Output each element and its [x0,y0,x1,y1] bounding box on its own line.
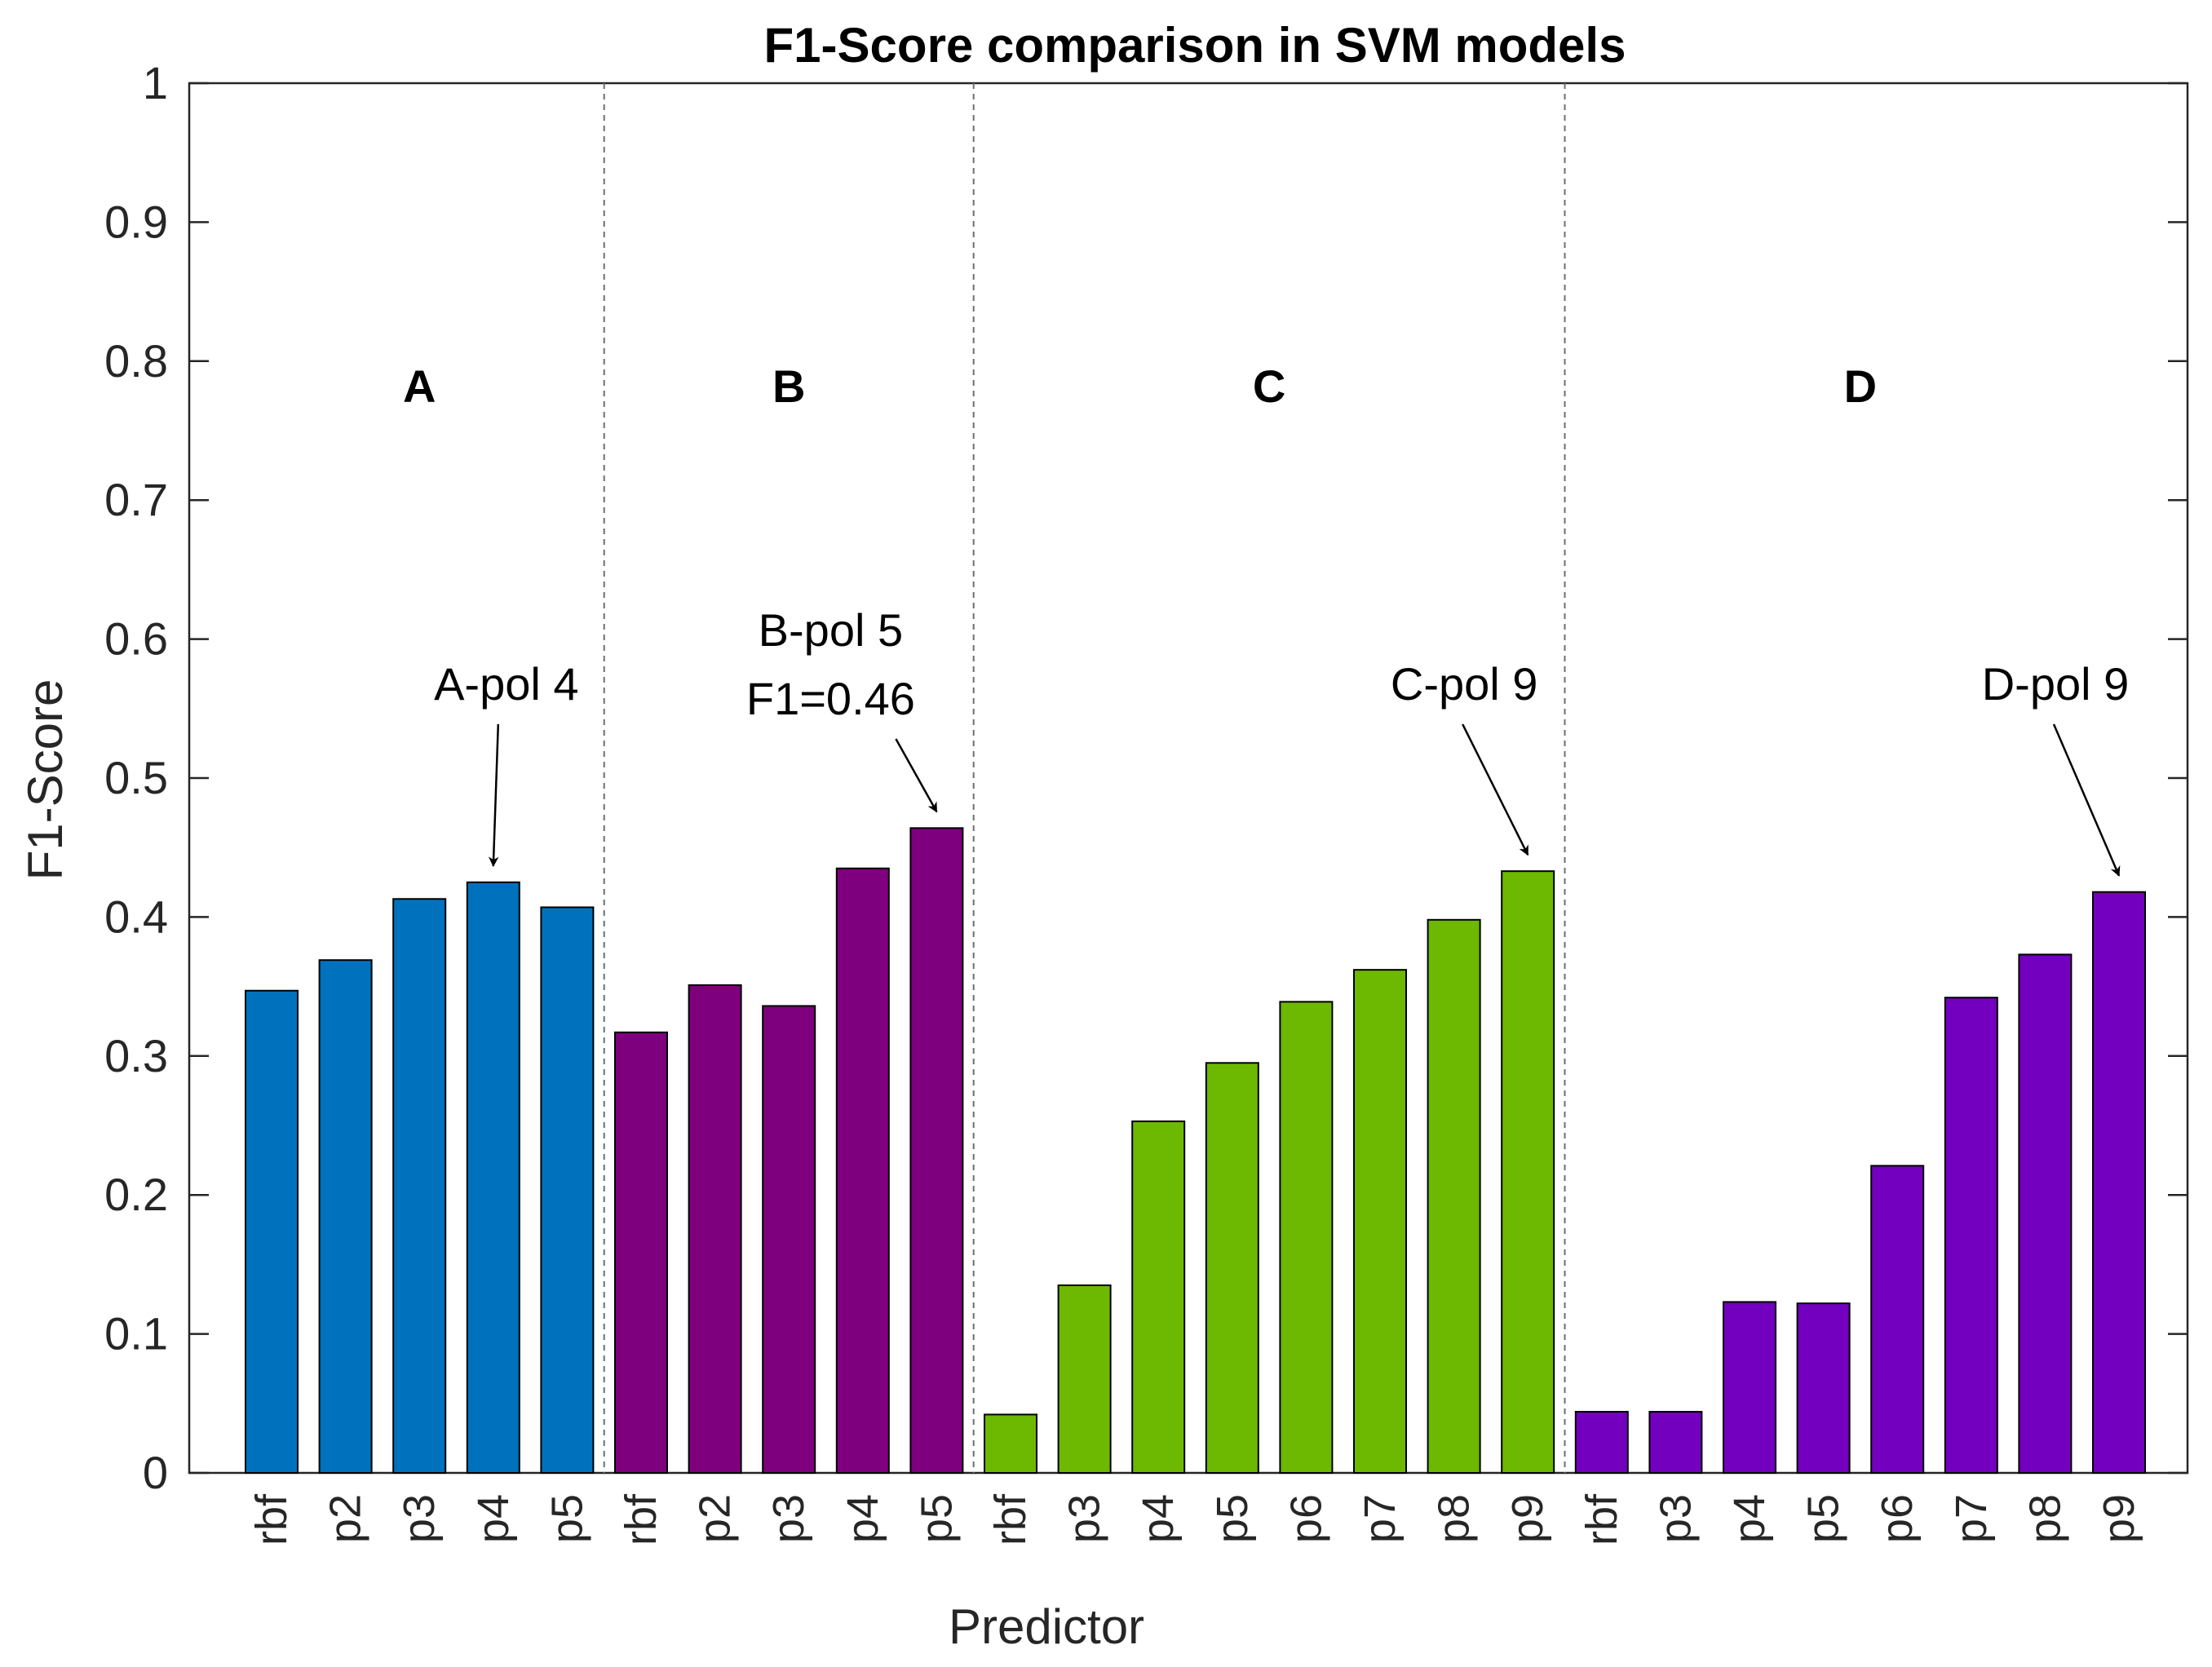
bar [1648,1411,1703,1475]
bar [245,989,299,1475]
bar [1353,969,1407,1474]
x-tick-label: p2 [321,1494,370,1543]
x-tick-label: p3 [764,1494,813,1543]
bar [835,867,890,1474]
bar [1723,1301,1776,1474]
annotation: C-pol 9 [1391,658,1538,856]
annotation-text: D-pol 9 [1982,658,2130,710]
annotation-arrow [1462,723,1529,856]
x-tick-label: p4 [1725,1494,1774,1543]
y-tick-label: 0.7 [104,474,168,525]
annotation-arrow [2052,723,2121,877]
bar [1057,1284,1112,1474]
bar [1574,1411,1629,1475]
x-tick-label: p4 [469,1494,518,1543]
x-tick-label: p5 [912,1494,961,1543]
annotation: B-pol 5 F1=0.46 [746,604,938,813]
x-tick-label: rbf [986,1493,1035,1545]
x-tick-label: rbf [617,1493,666,1545]
x-tick-label: p3 [395,1494,444,1543]
annotation: A-pol 4 [434,658,579,868]
group-separators [603,83,1566,1473]
y-tick-label: 0.2 [104,1169,168,1220]
x-tick-label: p6 [1873,1494,1922,1543]
bars [245,827,2146,1475]
x-tick-label: p6 [1281,1494,1330,1543]
x-tick-label: p4 [838,1494,887,1543]
annotation-arrow [895,738,938,813]
x-tick-label: p4 [1134,1494,1183,1543]
y-tick-label: 0.6 [104,613,168,665]
y-axis: 0 0.1 0.2 0.3 0.4 0.5 0.6 0.7 0.8 0.9 1 [104,57,2188,1498]
bar [688,984,742,1474]
x-tick-label: p3 [1060,1494,1109,1543]
x-tick-label: p7 [1947,1494,1996,1543]
y-tick-label: 0.8 [104,335,168,387]
x-tick-label: p7 [1356,1494,1405,1543]
bar [1501,870,1555,1474]
x-tick-label: p9 [2095,1494,2143,1543]
annotation-text: A-pol 4 [434,658,578,710]
y-tick-label: 0.3 [104,1030,168,1081]
y-tick-label: 0.4 [104,891,168,942]
y-tick-label: 0.5 [104,752,168,803]
bar [1796,1302,1851,1475]
y-tick-label: 0.1 [104,1308,168,1360]
bar [1131,1120,1186,1474]
y-tick-label: 0.9 [104,196,168,247]
bar [392,898,447,1475]
bar [2018,953,2073,1474]
bar [1870,1165,1925,1475]
y-tick-label: 1 [143,57,168,108]
x-tick-label: p8 [2020,1494,2069,1543]
group-label: B [772,360,805,412]
annotations: A-pol 4 B-pol 5 F1=0.46 C-pol 9 D-pol 9 [434,604,2130,877]
group-label: D [1844,360,1877,412]
bar [762,1005,816,1475]
bar [540,906,595,1475]
x-axis-label: Predictor [949,1599,1144,1654]
bar [2092,891,2146,1474]
bar [909,827,964,1474]
y-tick-label: 0 [143,1447,168,1498]
bar [318,959,373,1474]
bar [1279,1001,1334,1474]
x-tick-label: rbf [247,1493,296,1545]
annotation: D-pol 9 [1982,658,2130,877]
x-tick-label: rbf [1577,1493,1626,1545]
annotation-arrow [488,723,500,868]
bar [614,1031,668,1475]
annotation-text: C-pol 9 [1391,658,1538,710]
group-labels: A B C D [403,360,1877,412]
x-tick-label: p5 [1208,1494,1257,1543]
x-axis: rbf p2 p3 p4 p5 rbf p2 p3 p4 p5 rbf p3 p4 p5 p6 p7 p8 p9 r… [247,1455,2143,1545]
x-tick-label: p3 [1651,1494,1700,1543]
x-tick-label: p2 [691,1494,740,1543]
y-axis-label: F1-Score [18,679,73,881]
bar [1205,1062,1259,1474]
chart-title: F1-Score comparison in SVM models [764,18,1626,73]
bar [466,881,520,1475]
x-tick-label: p9 [1503,1494,1552,1543]
group-label: C [1253,360,1285,412]
annotation-text: B-pol 5 [759,604,903,656]
bar [1944,997,1998,1475]
x-tick-label: p8 [1430,1494,1479,1543]
x-tick-label: p5 [1799,1494,1848,1543]
annotation-text: F1=0.46 [746,673,915,724]
bar [984,1413,1037,1475]
x-tick-label: p5 [542,1494,591,1543]
group-label: A [403,360,436,412]
bar [1427,918,1481,1474]
